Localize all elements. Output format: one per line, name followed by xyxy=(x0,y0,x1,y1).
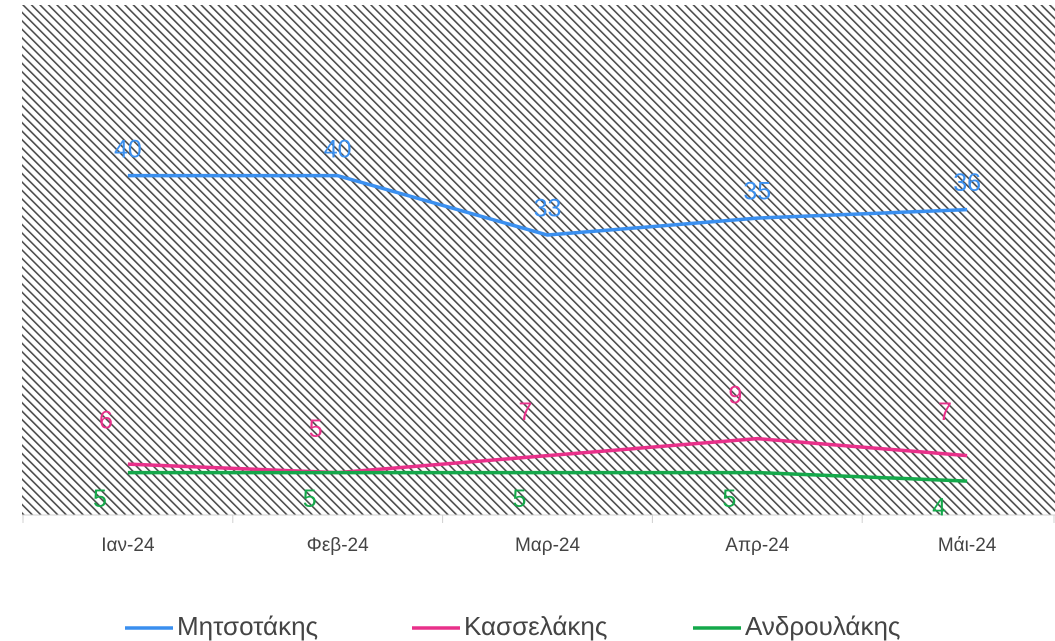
x-tick-label: Ιαν-24 xyxy=(101,535,155,556)
data-label: 7 xyxy=(938,398,952,426)
data-label: 9 xyxy=(728,381,742,409)
data-label: 35 xyxy=(743,178,771,206)
data-label: 5 xyxy=(722,485,736,513)
series-line xyxy=(127,436,968,475)
series-line xyxy=(127,470,968,483)
data-label: 40 xyxy=(114,135,142,163)
legend-label: Μητσοτάκης xyxy=(177,611,318,641)
data-label: 5 xyxy=(513,485,527,513)
x-tick-label: Μαρ-24 xyxy=(515,535,581,556)
legend-label: Κασσελάκης xyxy=(464,611,607,641)
plot-area xyxy=(22,5,1055,515)
data-label: 40 xyxy=(324,135,352,163)
data-label: 7 xyxy=(519,398,533,426)
data-label: 36 xyxy=(953,169,981,197)
legend-label: Ανδρουλάκης xyxy=(745,611,900,641)
x-tick-label: Μάι-24 xyxy=(938,535,997,556)
data-label: 5 xyxy=(309,415,323,443)
x-tick-label: Απρ-24 xyxy=(725,535,789,556)
x-tick-label: Φεβ-24 xyxy=(307,535,369,556)
data-label: 4 xyxy=(932,494,946,522)
data-label: 33 xyxy=(534,195,562,223)
data-label: 6 xyxy=(99,407,113,435)
data-label: 5 xyxy=(303,485,317,513)
series-line xyxy=(127,173,968,237)
data-label: 5 xyxy=(93,485,107,513)
